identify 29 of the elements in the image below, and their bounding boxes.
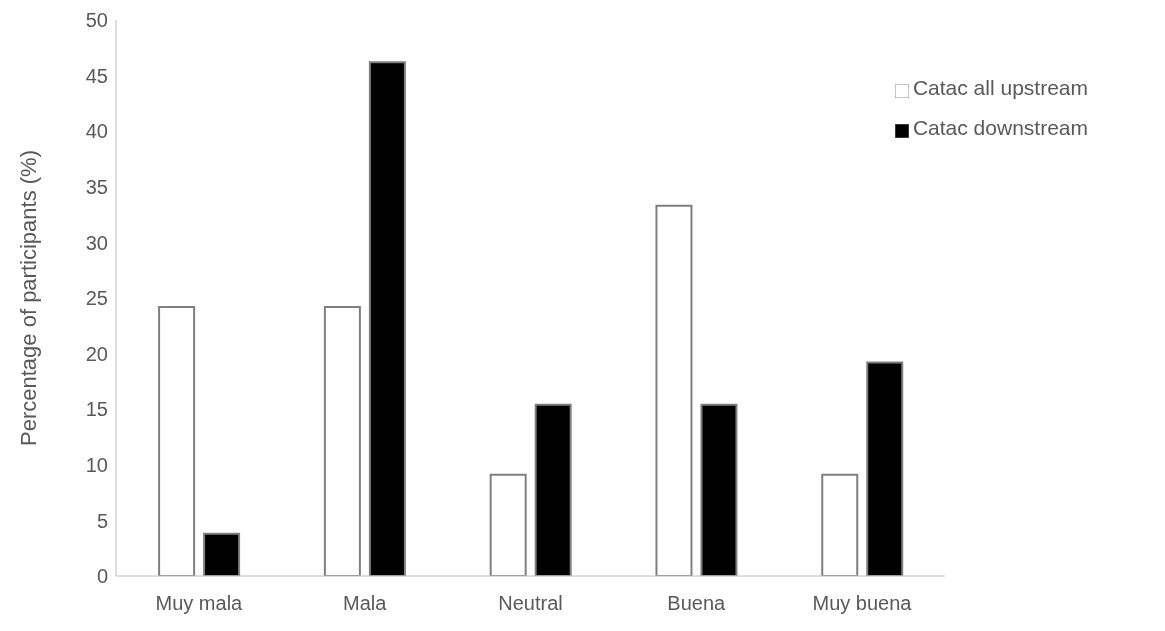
bar — [368, 61, 406, 576]
bar — [323, 305, 361, 576]
bar — [821, 473, 859, 576]
y-tick-label: 20 — [85, 342, 108, 365]
legend-label: Catac all upstream — [912, 76, 1088, 99]
y-tick-label: 35 — [85, 175, 108, 198]
x-tick-label: Muy mala — [155, 592, 244, 615]
bar — [489, 473, 527, 576]
y-tick-label: 15 — [85, 398, 108, 421]
x-tick-label: Mala — [343, 592, 388, 615]
bar — [203, 532, 241, 576]
y-tick-label: 40 — [85, 120, 108, 143]
y-tick-label: 25 — [85, 287, 108, 310]
y-axis-title: Percentage of participants (%) — [15, 150, 41, 446]
x-tick-label: Buena — [667, 592, 727, 615]
y-tick-label: 5 — [96, 509, 108, 532]
y-tick-label: 10 — [85, 453, 108, 476]
bar — [534, 403, 572, 576]
y-tick-label: 45 — [85, 64, 108, 87]
y-tick-label: 0 — [96, 565, 108, 588]
legend-label: Catac downstream — [912, 116, 1088, 139]
bar — [700, 403, 738, 576]
bar — [158, 305, 196, 576]
bar — [866, 361, 904, 576]
bar — [655, 204, 693, 576]
x-tick-label: Neutral — [498, 592, 563, 615]
x-tick-label: Muy buena — [812, 592, 913, 615]
y-tick-label: 50 — [85, 9, 108, 32]
y-tick-label: 30 — [85, 231, 108, 254]
